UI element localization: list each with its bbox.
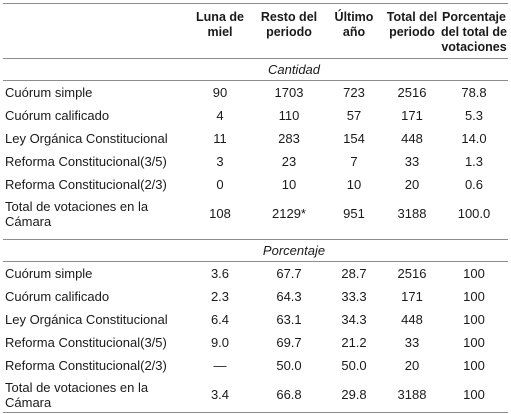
cell-value: 108 xyxy=(209,206,231,221)
section-title-cantidad: Cantidad xyxy=(3,58,508,81)
cell-value: 21.2 xyxy=(341,335,367,350)
cell-value: 723 xyxy=(343,85,365,100)
row-label: Cuórum calificado xyxy=(5,108,110,123)
cell-value: 100 xyxy=(463,358,485,373)
cell-value: 50.0 xyxy=(341,358,367,373)
cell-value: 171 xyxy=(401,108,423,123)
row-label: Cuórum simple xyxy=(5,266,93,281)
table-row: Reforma Constitucional(3/5) 9.0 69.7 21.2 33… xyxy=(3,331,508,354)
cell-value: — xyxy=(213,358,227,373)
cell-value: 9.0 xyxy=(210,335,230,350)
section-title-porcentaje: Porcentaje xyxy=(3,239,508,262)
cell-value: 66.8 xyxy=(254,377,324,413)
row-label: Reforma Constitucional(2/3) xyxy=(5,358,167,373)
cell-value: 33 xyxy=(404,335,420,350)
cell-value: 100 xyxy=(440,377,508,413)
table-row: Reforma Constitucional(2/3) 0 10 10 20 0.6 xyxy=(3,173,508,196)
cell-value: 23 xyxy=(281,154,297,169)
table-row: Total de votaciones en la Cámara 3.4 66.8 2… xyxy=(3,377,508,413)
row-label: Total de votaciones en la Cámara xyxy=(3,377,186,413)
cell-value: 3188 xyxy=(397,206,427,221)
votaciones-table: Luna de miel Resto del periodo Último añ… xyxy=(3,3,508,413)
cell-value: 2129* xyxy=(272,206,306,221)
table-row: Total de votaciones en la Cámara 108 2129*… xyxy=(3,196,508,231)
cell-value: 100.0 xyxy=(457,206,491,221)
cell-value: 100 xyxy=(463,312,485,327)
cell-value: 951 xyxy=(343,206,365,221)
row-label: Reforma Constitucional(3/5) xyxy=(5,154,167,169)
cell-value: 100 xyxy=(463,289,485,304)
header-resto-del-periodo: Resto del periodo xyxy=(254,3,324,59)
cell-value: 0 xyxy=(216,177,224,192)
cell-value: 10 xyxy=(346,177,362,192)
cell-value: 1.3 xyxy=(464,154,484,169)
cell-value: 33.3 xyxy=(341,289,367,304)
cell-value: 100 xyxy=(463,335,485,350)
section-porcentaje: Porcentaje Cuórum simple 3.6 67.7 28.7 2516 1… xyxy=(3,231,508,413)
cell-value: 20 xyxy=(404,177,420,192)
row-label: Ley Orgánica Constitucional xyxy=(5,131,168,146)
row-label: Cuórum calificado xyxy=(5,289,110,304)
cell-value: 50.0 xyxy=(276,358,302,373)
header-empty xyxy=(3,3,186,59)
table-row: Reforma Constitucional(2/3) — 50.0 50.0 20 10… xyxy=(3,354,508,377)
section-cantidad: Cantidad Cuórum simple 90 1703 723 2516 78.8 C… xyxy=(3,58,508,232)
table-row: Cuórum calificado 2.3 64.3 33.3 171 100 xyxy=(3,285,508,308)
cell-value: 29.8 xyxy=(324,377,384,413)
cell-value: 3188 xyxy=(384,377,440,413)
table-row: Cuórum simple 3.6 67.7 28.7 2516 100 xyxy=(3,262,508,286)
cell-value: 33 xyxy=(404,154,420,169)
cell-value: 57 xyxy=(346,108,362,123)
cell-value: 3 xyxy=(216,154,224,169)
cell-value: 90 xyxy=(212,85,228,100)
table-row: Reforma Constitucional(3/5) 3 23 7 33 1.3 xyxy=(3,150,508,173)
cell-value: 6.4 xyxy=(210,312,230,327)
cell-value: 110 xyxy=(278,108,300,123)
row-label: Cuórum simple xyxy=(5,85,93,100)
cell-value: 20 xyxy=(404,358,420,373)
cell-value: 171 xyxy=(401,289,423,304)
cell-value: 78.8 xyxy=(461,85,487,100)
cell-value: 7 xyxy=(350,154,358,169)
cell-value: 448 xyxy=(401,312,423,327)
table-row: Cuórum calificado 4 110 57 171 5.3 xyxy=(3,104,508,127)
cell-value: 3.4 xyxy=(186,377,254,413)
header-luna-de-miel: Luna de miel xyxy=(186,3,254,59)
row-label: Reforma Constitucional(2/3) xyxy=(5,177,167,192)
cell-value: 283 xyxy=(278,131,300,146)
cell-value: 10 xyxy=(281,177,297,192)
cell-value: 1703 xyxy=(274,85,304,100)
row-label: Total de votaciones en la Cámara xyxy=(5,199,149,229)
table-row: Cuórum simple 90 1703 723 2516 78.8 xyxy=(3,81,508,105)
cell-value: 2516 xyxy=(397,85,427,100)
cell-value: 4 xyxy=(216,108,224,123)
cell-value: 14.0 xyxy=(461,131,487,146)
header-porcentaje: Porcentaje del total de votaciones xyxy=(440,3,508,59)
table-row: Ley Orgánica Constitucional 6.4 63.1 34.3 44… xyxy=(3,308,508,331)
row-label: Ley Orgánica Constitucional xyxy=(5,312,168,327)
cell-value: 11 xyxy=(213,131,227,146)
cell-value: 2.3 xyxy=(210,289,230,304)
cell-value: 448 xyxy=(401,131,423,146)
cell-value: 63.1 xyxy=(276,312,302,327)
header-ultimo-ano: Último año xyxy=(324,3,384,59)
cell-value: 0.6 xyxy=(464,177,484,192)
cell-value: 5.3 xyxy=(464,108,484,123)
cell-value: 2516 xyxy=(397,266,427,281)
cell-value: 3.6 xyxy=(210,266,230,281)
cell-value: 69.7 xyxy=(276,335,302,350)
cell-value: 67.7 xyxy=(276,266,302,281)
table-header: Luna de miel Resto del periodo Último añ… xyxy=(3,3,508,59)
cell-value: 28.7 xyxy=(341,266,367,281)
header-total-del-periodo: Total del periodo xyxy=(384,3,440,59)
row-label: Reforma Constitucional(3/5) xyxy=(5,335,167,350)
cell-value: 100 xyxy=(463,266,485,281)
cell-value: 154 xyxy=(343,131,365,146)
section-title-row: Porcentaje xyxy=(3,239,508,262)
section-title-row: Cantidad xyxy=(3,58,508,81)
cell-value: 34.3 xyxy=(341,312,367,327)
cell-value: 64.3 xyxy=(276,289,302,304)
table-row: Ley Orgánica Constitucional 11 283 154 448 14… xyxy=(3,127,508,150)
